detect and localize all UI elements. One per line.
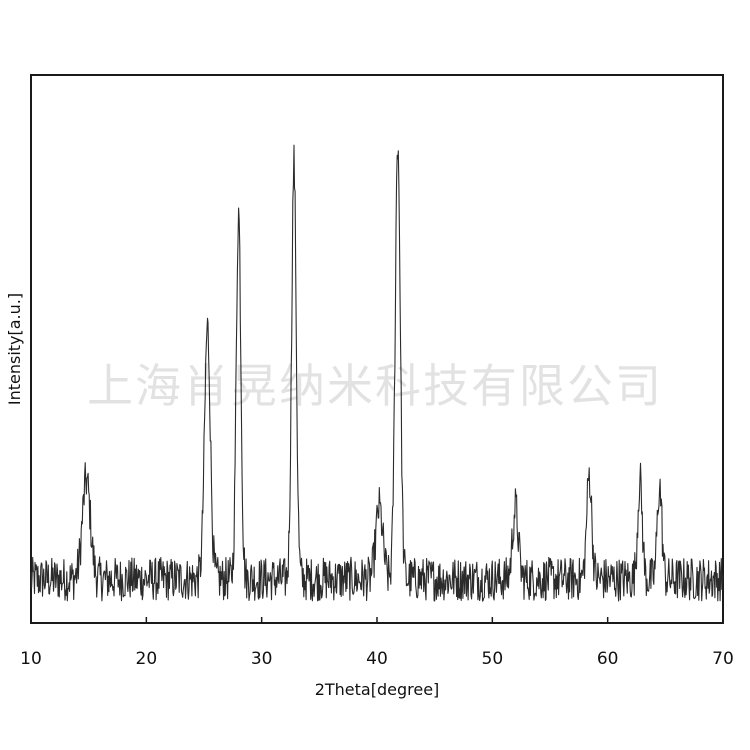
x-tick-label: 10 — [20, 649, 42, 669]
x-tick-label: 70 — [712, 649, 734, 669]
xrd-pattern-line — [30, 144, 724, 602]
x-axis-ticks: 10 20 30 40 50 60 70 — [20, 617, 734, 669]
x-tick-label: 50 — [482, 649, 504, 669]
plot-frame — [30, 74, 724, 624]
x-tick-label: 60 — [597, 649, 619, 669]
x-tick-label: 30 — [251, 649, 273, 669]
x-axis-label: 2Theta[degree] — [315, 680, 440, 699]
spectrum-series — [30, 144, 724, 602]
watermark-text: 上海肖晃纳米科技有限公司 — [87, 359, 663, 413]
x-tick-label: 20 — [136, 649, 158, 669]
y-axis-label: Intensity[a.u.] — [5, 293, 24, 405]
x-tick-label: 40 — [366, 649, 388, 669]
